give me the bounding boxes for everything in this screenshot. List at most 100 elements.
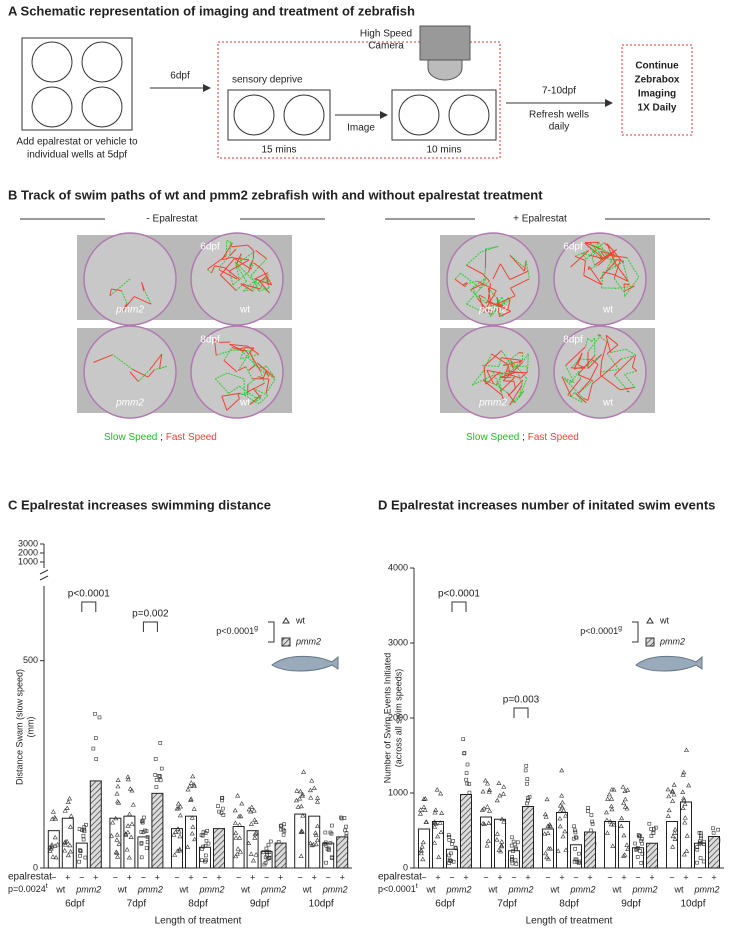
fast-track [482,350,528,406]
point [496,847,502,853]
point [624,787,631,792]
genotype-tick: wt [117,884,127,894]
point [647,821,652,826]
point [464,777,468,782]
point [252,817,258,822]
point [329,831,334,836]
genotype-label: pmm2 [115,398,144,409]
fast-track [109,281,152,313]
genotype-tick: wt [550,884,560,894]
point [543,814,549,819]
point [268,839,273,844]
point [574,835,579,840]
point [467,790,472,795]
significance-bracket [142,621,158,632]
point [590,819,594,824]
genotype-label: pmm2 [115,305,144,316]
point [248,821,254,826]
point [68,848,74,854]
point [299,793,305,798]
genotype-tick: pmm2 [260,884,286,894]
point [680,789,686,794]
point [52,814,58,820]
point [205,829,210,833]
point [635,855,640,859]
point [125,776,131,782]
point [298,853,304,858]
point [557,803,563,808]
point [175,801,181,806]
point [684,833,690,838]
treatment-tick: + [93,872,98,882]
point [108,833,115,838]
point [342,816,347,820]
point [114,837,120,842]
point [654,825,658,830]
bar [199,846,211,869]
point [68,813,74,818]
legend-label: pmm2 [295,636,321,646]
point [153,757,158,761]
point [267,850,272,855]
genotype-tick: pmm2 [569,884,595,894]
point [557,823,563,829]
point [499,839,505,844]
time-label: 10 mins [426,145,461,156]
point [451,839,455,843]
point [300,791,306,797]
track-images: pmm2 wt 6dpf pmm2 wt 8dpf pmm2 wt 6dpf pmm2 wt 8dpf [77,232,655,419]
point [525,777,530,781]
point [562,828,568,834]
point [185,844,191,849]
point [261,850,266,854]
time-label: 15 mins [261,145,296,156]
point [93,711,97,716]
point [485,838,491,843]
treatment-tick: − [607,872,612,882]
point [711,826,715,831]
point [649,834,654,838]
legend-triangle [646,617,654,624]
fast-track [93,353,163,382]
point [543,850,549,856]
point [216,804,220,808]
point [510,835,514,840]
bar [460,794,472,869]
slow-track [454,245,530,318]
point [621,800,627,805]
x-tick-label: 9dpf [621,899,641,910]
point [62,808,68,813]
point [447,838,452,842]
treatment-label: epalrestat [378,872,422,883]
bar [75,842,88,869]
day-label: 6dpf [563,242,583,253]
sep: ; [519,432,527,443]
y-axis-label: (across all swim speeds) [393,669,403,768]
point [672,836,678,841]
point [144,829,149,834]
point [125,829,131,835]
significance-label: p<0.0001 [438,589,480,600]
legend-p-sup: g [254,625,258,632]
point [499,842,505,848]
point [544,796,550,802]
point [64,805,70,810]
point [450,842,454,846]
point [311,785,317,791]
point [619,815,625,821]
bar [508,850,520,869]
point [432,810,438,815]
point [510,861,515,866]
point [323,830,328,835]
point [682,815,688,820]
point [651,831,656,835]
point [84,822,88,827]
point [129,787,135,793]
point [525,798,530,803]
point [83,855,88,860]
point [669,788,675,793]
genotype-tick: wt [488,884,498,894]
final-line: Continue [635,61,679,72]
dashed-box [217,41,501,159]
arrow-label: 6dpf [170,71,190,82]
